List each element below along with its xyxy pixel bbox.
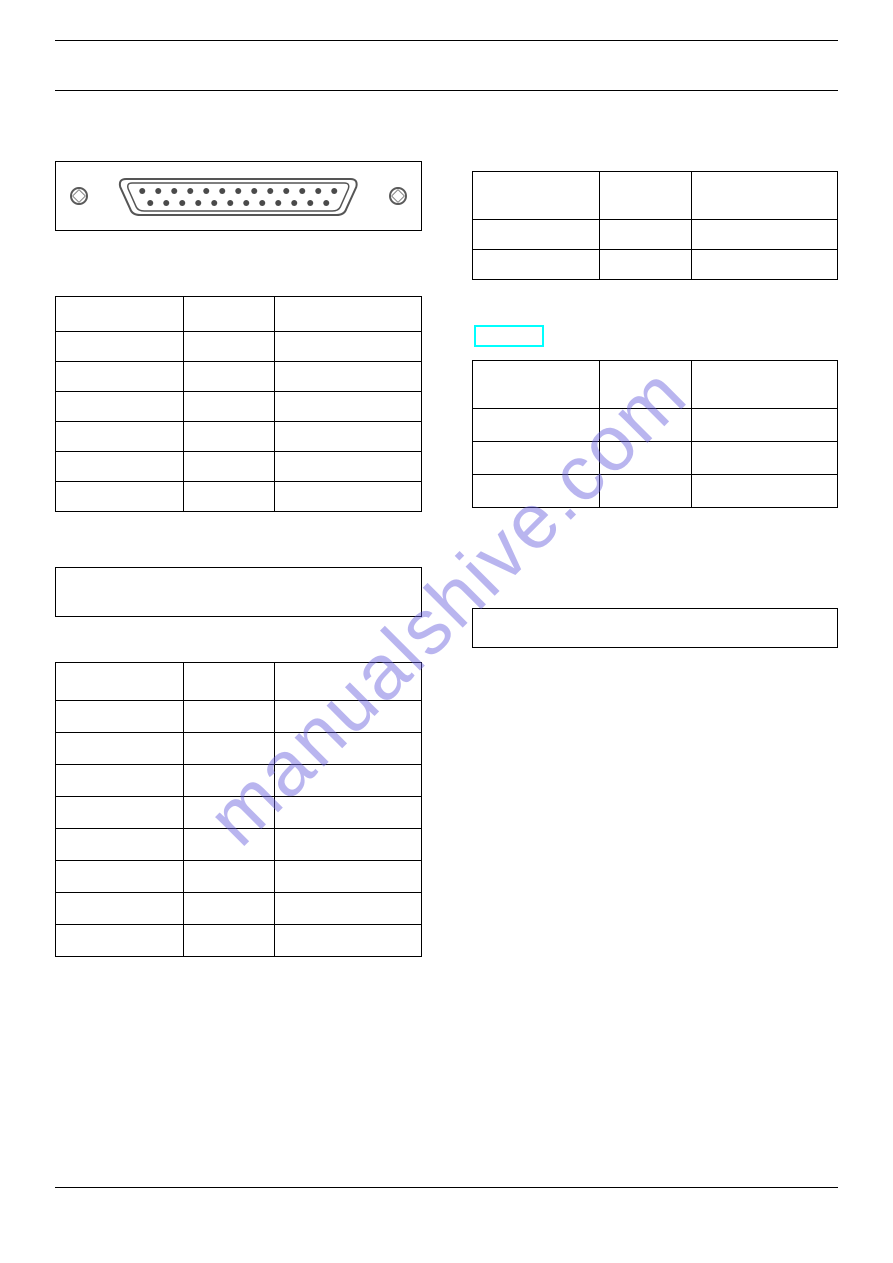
footer-rule [55, 1187, 838, 1188]
table-row [472, 220, 838, 250]
header-area [55, 41, 838, 91]
left-lower-table [55, 662, 422, 957]
table-row [56, 797, 422, 829]
table-row [472, 250, 838, 280]
table-row [56, 663, 422, 701]
table-row [472, 442, 838, 475]
table-row [56, 861, 422, 893]
table-row [56, 422, 422, 452]
connector-dshell [96, 175, 381, 217]
table-row [56, 765, 422, 797]
page-frame [55, 40, 838, 1203]
left-note-box [55, 567, 422, 617]
right-note-box [472, 608, 839, 648]
dshell-svg [96, 175, 381, 217]
table-row [56, 733, 422, 765]
right-upper-table [472, 171, 839, 280]
table-row [56, 482, 422, 512]
table-row [56, 297, 422, 332]
table-row [472, 409, 838, 442]
table-row [56, 392, 422, 422]
table-row [56, 362, 422, 392]
table-row [56, 701, 422, 733]
left-column [55, 161, 422, 957]
db25-connector-diagram [55, 161, 422, 231]
right-column [472, 161, 839, 957]
right-lower-table [472, 360, 839, 508]
table-row [56, 925, 422, 957]
connector-screw-right [389, 187, 407, 205]
left-upper-table [55, 296, 422, 512]
highlight-row [472, 325, 839, 352]
table-row [56, 452, 422, 482]
table-row [56, 332, 422, 362]
table-row [56, 829, 422, 861]
cyan-highlight-cell [474, 325, 544, 347]
table-row [472, 475, 838, 508]
table-row [472, 361, 838, 409]
table-row [56, 893, 422, 925]
two-column-layout [55, 161, 838, 957]
connector-screw-left [70, 187, 88, 205]
table-row [472, 172, 838, 220]
